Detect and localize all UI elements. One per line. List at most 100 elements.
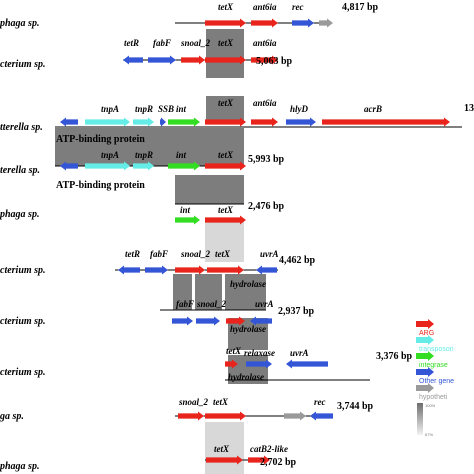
species-label-3: tterella sp. — [0, 122, 43, 133]
gene-label-int-12: int — [176, 104, 187, 114]
homology-block-1 — [206, 29, 244, 78]
gene-label-snoal-2-25: snoal_2 — [180, 249, 211, 259]
gene-label-snoal-2-37: snoal_2 — [178, 397, 209, 407]
gene-arrow-tnpA-11 — [85, 117, 130, 127]
size-label-4: 5,993 bp — [248, 154, 285, 165]
gene-label-tetX-22: tetX — [218, 205, 234, 215]
gene-arrow-fabF-6 — [148, 55, 176, 65]
gene-arrow-tetX-39 — [205, 411, 246, 421]
gene-label-fabF-28: fabF — [176, 299, 194, 309]
legend-label-3: integrase — [419, 362, 448, 369]
gene-arrow-tetR-26 — [118, 265, 140, 275]
gene-arrow-ant6ia-9 — [251, 55, 278, 65]
gene-arrow-acrB-18 — [322, 117, 450, 127]
gene-arrow-tetX-1 — [205, 18, 246, 28]
gene-label-tetX-13: tetX — [218, 98, 234, 108]
size-label-5: 2,476 bp — [248, 201, 285, 212]
homology-block-9 — [228, 318, 268, 350]
homology-blocks — [55, 29, 268, 474]
gene-label-int-19: int — [176, 150, 187, 160]
size-label-8: 3,376 bp — [376, 351, 413, 362]
legend-swatch-5 — [416, 383, 434, 393]
legend: ARG transposon integrase Other gene hypothet… — [416, 319, 454, 437]
gene-label-SSB-11: SSB — [158, 104, 174, 114]
gene-label-acrB-16: acrB — [364, 104, 382, 114]
gene-label-hydrolase-30: hydrolase — [230, 279, 266, 289]
gene-arrow-hypothetical-4 — [319, 18, 333, 28]
homology-block-5 — [205, 220, 244, 262]
gene-arrow-tetX-35 — [225, 359, 238, 369]
size-label-3: 13 — [464, 103, 474, 114]
gene-arrow-tnpR-12 — [133, 117, 154, 127]
gene-arrow-ant6ia-16 — [251, 117, 278, 127]
identity-scale-bar — [417, 403, 423, 435]
gene-label-ant6ia-14: ant6ia — [253, 98, 277, 108]
legend-label-5: hypotheti — [419, 394, 448, 401]
gene-arrow-tetR-5 — [123, 55, 143, 65]
gene-label-tnpR-18: tnpR — [135, 150, 153, 160]
gene-arrow-uvrA-37 — [286, 359, 328, 369]
gene-arrow-snoal-2-32 — [196, 316, 220, 326]
box-label-atp-binding-1: ATP-binding protein — [56, 134, 145, 145]
gene-arrow-int-22 — [168, 161, 200, 171]
homology-block-6 — [173, 274, 192, 310]
gene-label-tetX-26: tetX — [215, 249, 231, 259]
gene-label-hlyD-15: hlyD — [290, 104, 309, 114]
homology-block-2 — [206, 96, 244, 122]
gene-arrow-rec-3 — [292, 18, 314, 28]
gene-label-tetX-40: tetX — [214, 444, 230, 454]
gene-label-catB2-like-41: catB2-like — [250, 444, 288, 454]
gene-arrow-uvrA-34 — [250, 316, 272, 326]
gene-arrow-tetX-25 — [205, 215, 246, 225]
size-label-10: 2,702 bp — [260, 457, 297, 468]
gene-label-uvrA-31: uvrA — [255, 299, 274, 309]
gene-arrow-SSB-13 — [160, 117, 166, 127]
gene-label-tnpR-10: tnpR — [135, 104, 153, 114]
legend-swatch-2 — [416, 335, 434, 345]
size-label-7: 2,937 bp — [278, 306, 315, 317]
gene-label-tetX-20: tetX — [218, 150, 234, 160]
gene-arrow-snoal-2-7 — [181, 55, 205, 65]
box-label-atp-binding-2: ATP-binding protein — [56, 180, 145, 191]
homology-block-4 — [175, 175, 244, 204]
legend-label-2: transposon — [419, 346, 454, 353]
gene-arrow-hypothetical-40 — [284, 411, 306, 421]
gene-label-fabF-5: fabF — [153, 38, 171, 48]
gene-label-snoal-2-6: snoal_2 — [180, 38, 211, 48]
species-label-9: ga sp. — [0, 411, 24, 422]
gene-label-relaxase-34: relaxase — [244, 348, 275, 358]
gene-label-uvrA-35: uvrA — [290, 348, 309, 358]
gene-arrow-tetX-33 — [226, 316, 245, 326]
gene-label-tetX-33: tetX — [226, 346, 242, 356]
species-label-6: cterium sp. — [0, 265, 46, 276]
scale-bottom-label: 67% — [425, 432, 433, 437]
gene-label-tetR-4: tetR — [124, 38, 139, 48]
gene-arrow-tnpA-20 — [85, 161, 130, 171]
homology-block-8 — [225, 274, 266, 310]
size-label-2: 5,063 bp — [256, 56, 293, 67]
gene-arrow-tnpR-21 — [133, 161, 154, 171]
gene-arrow-snoal-2-38 — [178, 411, 204, 421]
gene-arrow-relaxase-36 — [246, 359, 272, 369]
size-label-9: 3,744 bp — [337, 401, 374, 412]
species-label-4: terella sp. — [0, 165, 40, 176]
gene-arrow-tetX-15 — [205, 117, 246, 127]
gene-label-rec-3: rec — [292, 2, 304, 12]
legend-label-1: ARG — [419, 330, 434, 337]
gene-label-tnpA-9: tnpA — [101, 104, 119, 114]
gene-label-ant6ia-2: ant6ia — [253, 2, 277, 12]
gene-label-hydrolase-36: hydrolase — [228, 372, 264, 382]
gene-label-tetX-38: tetX — [213, 397, 229, 407]
gene-arrow-rec-41 — [310, 411, 333, 421]
gene-arrow-hlyD-17 — [286, 117, 316, 127]
gene-arrow-tetX-8 — [205, 55, 246, 65]
gene-label-tetX-7: tetX — [218, 38, 234, 48]
gene-label-uvrA-27: uvrA — [260, 249, 279, 259]
legend-swatch-4 — [416, 367, 434, 377]
homology-block-3 — [55, 128, 244, 166]
legend-swatch-3 — [416, 351, 434, 361]
gene-arrow-other-19 — [60, 161, 78, 171]
